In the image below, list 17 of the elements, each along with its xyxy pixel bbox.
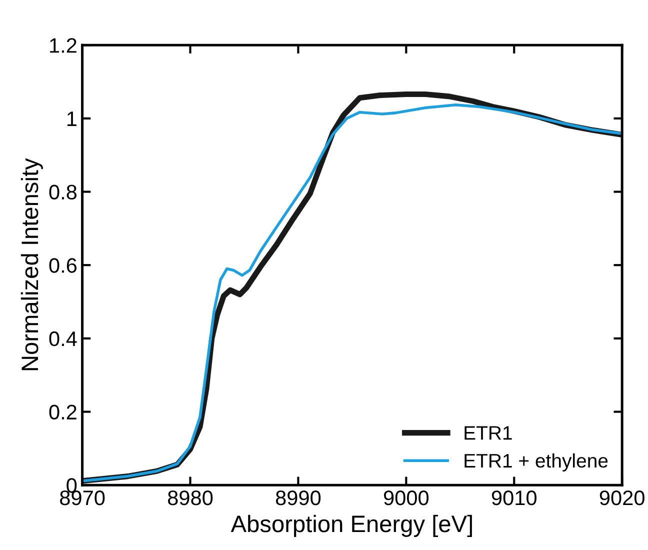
x-tick-label: 8980 [168, 490, 213, 506]
legend-label: ETR1 + ethylene [464, 453, 608, 472]
x-tick-label: 8990 [276, 490, 321, 506]
y-tick-label: 1.2 [50, 38, 76, 53]
y-tick-label: 0.2 [49, 404, 76, 420]
y-tick-label: 0 [66, 478, 77, 493]
x-tick-label: 9020 [600, 490, 644, 506]
x-tick-label: 9010 [492, 490, 536, 506]
y-axis-title: Normalized Intensity [20, 158, 43, 370]
y-tick-label: 1 [67, 112, 76, 126]
x-axis-title: Absorption Energy [eV] [230, 514, 472, 537]
x-tick-label: 9000 [384, 490, 429, 506]
y-tick-label: 0.6 [49, 258, 77, 273]
x-tick-label: 8970 [60, 490, 105, 506]
y-tick-label: 0.4 [49, 331, 77, 346]
legend-label: ETR1 [464, 426, 512, 440]
y-tick-label: 0.8 [49, 184, 77, 200]
